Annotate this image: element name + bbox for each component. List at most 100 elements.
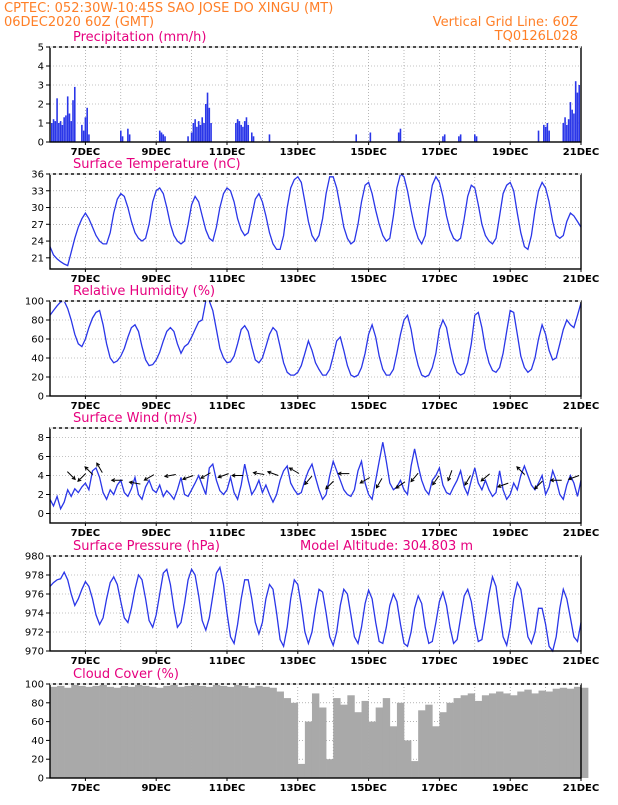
cloud-bar [50,686,58,778]
y-tick-label: 2 [38,490,44,501]
precip-bar [567,119,570,142]
header-grid-note: Vertical Grid Line: 60Z [433,15,578,30]
wind-arrow [496,482,509,488]
wind-arrow [464,475,471,486]
precip-bar [399,128,402,142]
cloud-bar [375,707,384,778]
x-tick-label: 11DEC [209,401,245,412]
wind-arrow [128,480,141,485]
precip-bar [268,134,271,142]
wind-arrow-shaft [534,480,543,490]
wind-arrow-head [533,485,539,490]
wind-arrow-head [84,466,89,471]
wind-arrow [447,470,453,482]
cloud-bar [156,687,164,778]
cloud-bar [113,687,122,778]
precip-bar [537,130,540,142]
cloud-bar [304,721,313,778]
wind-arrow-head [337,471,342,476]
cloud-bar [142,685,150,778]
precip-bar [81,124,83,142]
wind-arrow-head [181,476,187,481]
panel-frame [49,46,582,143]
cloud-bar [134,684,143,778]
cloud-bar [389,726,398,778]
wind-arrow-head [480,477,485,482]
wind-arrow [567,475,580,481]
panel-pres: 970 972 974 976 978 980 7DEC 9DEC 11DEC 13DEC 15DE… [25,539,599,667]
wind-arrow-head [359,479,364,484]
cloud-bar [71,684,79,778]
precip-bar [544,126,547,142]
wind-arrow-head [325,485,330,490]
precip-bar [475,136,478,142]
header-run: 06DEC2020 60Z (GMT) [4,15,154,30]
wind-arrow-head [567,476,573,481]
panel-frame [49,555,582,652]
cloud-bar [432,726,440,778]
precip-bar [252,136,255,142]
precip-bar [576,92,579,142]
wind-arrow-shaft [218,473,229,478]
wind-arrow-shaft [376,478,383,489]
x-tick-label: 17DEC [421,274,457,285]
wind-arrow [231,473,244,478]
wind-arrow-shaft [410,472,419,482]
y-tick-label: 20 [31,373,44,384]
cloud-bar [425,704,433,778]
wind-arrow [77,473,87,483]
wind-arrow [163,473,176,479]
y-tick-label: 0 [38,138,44,149]
wind-arrow-shaft [304,475,313,485]
x-tick-label: 15DEC [350,147,386,158]
x-tick-label: 15DEC [350,401,386,412]
cloud-bar [411,761,419,778]
y-tick-label: 40 [31,354,44,365]
cloud-bar [474,700,483,778]
precip-bar [88,134,90,142]
wind-arrow-shaft [96,462,103,473]
cloud-bar [311,693,320,778]
panel-precip: 0 1 2 3 4 5 7DEC 9DEC 11DEC 13DEC 15DEC 17DEC 19DEC 2… [38,30,600,158]
x-tick-label: 7DEC [71,528,100,539]
wind-arrow [181,475,194,481]
cloud-bar [545,691,553,778]
cloud-bar [64,687,72,778]
precip-bar [197,121,200,142]
precip-bar [236,119,239,142]
wind-arrow [549,478,562,483]
cloud-bar [163,685,171,778]
precip-bar [66,96,69,142]
panel-title: Surface Temperature (nC) [73,157,241,172]
header-station: CPTEC: 052:30W-10:45S SAO JOSE DO XINGU … [4,1,333,16]
precip-bar [54,121,57,142]
precip-bar [127,128,129,142]
wind-arrow [359,477,371,484]
cloud-bar [57,685,65,778]
wind-arrow-head [496,483,502,488]
precip-bar [355,134,358,142]
wind-arrow [533,480,543,490]
y-tick-label: 972 [25,628,44,639]
precip-bar [84,117,87,142]
precip-bar [204,104,207,142]
y-tick-label: 6 [38,452,44,463]
wind-arrow [480,473,490,482]
wind-arrow-shaft [480,473,490,482]
y-tick-label: 0 [38,392,44,403]
precip-bar [397,132,400,142]
cloud-bar [354,712,362,778]
precip-bar [562,123,565,142]
precip-bar [242,126,244,142]
precip-bar [128,134,131,142]
precip-bar [546,123,549,142]
cloud-bar [460,695,469,778]
precip-bar [192,123,195,142]
cloud-bar [552,688,561,778]
cloud-bar [297,763,306,778]
y-tick-label: 60 [31,335,44,346]
precip-bar [210,123,212,142]
x-tick-label: 21DEC [563,656,599,667]
y-tick-label: 2 [38,100,44,111]
precip-bar [190,132,193,142]
